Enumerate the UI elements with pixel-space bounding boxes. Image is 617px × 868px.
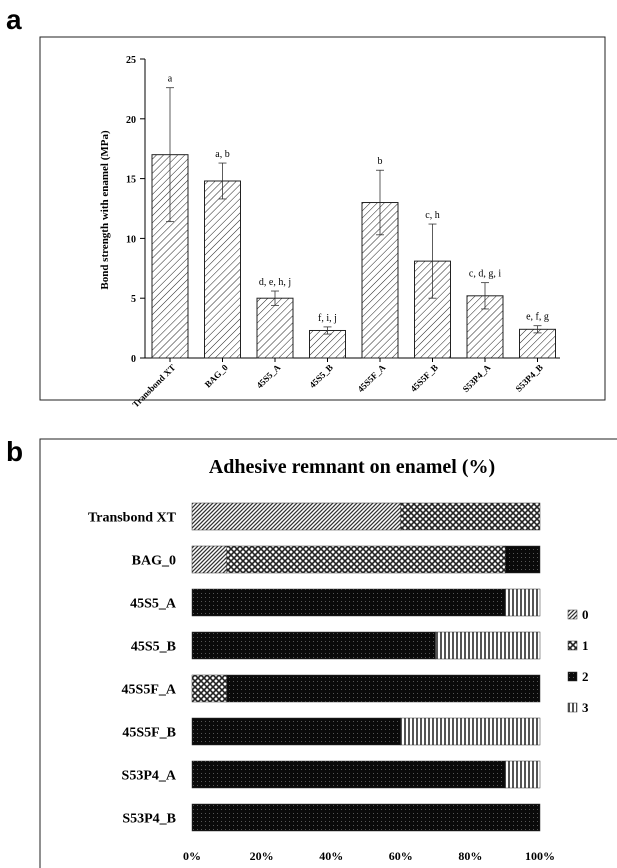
significance-letter: f, i, j xyxy=(318,313,337,324)
bar-segment xyxy=(191,717,402,746)
panel-b-letter: b xyxy=(6,436,24,467)
significance-letter: d, e, h, j xyxy=(259,277,291,288)
x-tick-label: 45S5F_B xyxy=(408,362,439,393)
x-tick-label: 20% xyxy=(250,849,274,863)
x-tick-label: 45S5_A xyxy=(254,362,282,390)
x-tick-label: 45S5_B xyxy=(307,362,335,390)
bar-segment xyxy=(400,717,541,746)
significance-letter: a xyxy=(168,74,173,85)
x-tick-label: BAG_0 xyxy=(203,362,231,390)
row-label: 45S5F_B xyxy=(122,726,176,741)
bond-strength-chart: Bond strength with enamel (MPa) 0 5 10 15 20… xyxy=(99,55,560,409)
y-tick-label: 10 xyxy=(126,234,136,245)
bar-segment xyxy=(504,545,541,574)
bar-segment xyxy=(191,631,436,660)
legend-swatch xyxy=(567,702,578,713)
legend-swatch xyxy=(567,640,578,651)
x-tick-label: 100% xyxy=(525,849,555,863)
adhesive-remnant-chart: Adhesive remnant on enamel (%) Transbond… xyxy=(88,456,589,863)
y-tick-label: 5 xyxy=(131,294,136,305)
x-tick-label: S53P4_A xyxy=(461,362,493,394)
significance-letter: a, b xyxy=(215,149,229,160)
legend-label: 1 xyxy=(582,638,589,653)
significance-letter: e, f, g xyxy=(526,312,549,323)
y-axis-label: Bond strength with enamel (MPa) xyxy=(99,130,111,290)
panel-a-letter: a xyxy=(6,4,22,35)
x-tick-label: Transbond XT xyxy=(130,362,177,409)
x-tick-label: 45S5F_A xyxy=(356,362,388,394)
bar-segment xyxy=(400,502,541,531)
significance-letter: c, h xyxy=(425,210,439,221)
bar xyxy=(204,180,241,359)
legend-swatch xyxy=(567,671,578,682)
bar-segment xyxy=(191,803,541,832)
panel-b-frame xyxy=(39,438,617,868)
row-label: 45S5_A xyxy=(130,597,177,612)
legend-label: 0 xyxy=(582,607,589,622)
bar-segment xyxy=(191,674,228,703)
bar-segment xyxy=(191,588,506,617)
x-tick-label: 60% xyxy=(389,849,413,863)
legend-label: 2 xyxy=(582,669,589,684)
row-label: Transbond XT xyxy=(88,511,177,526)
bar-segment xyxy=(191,545,228,574)
y-tick-label: 15 xyxy=(126,175,136,186)
bar-segment xyxy=(435,631,541,660)
y-tick-label: 0 xyxy=(131,354,136,365)
bar xyxy=(361,202,399,359)
y-tick-label: 20 xyxy=(126,115,136,126)
bar-segment xyxy=(191,760,506,789)
row-label: S53P4_B xyxy=(122,812,176,827)
legend: 0 1 2 3 xyxy=(567,607,589,715)
x-tick-label: 40% xyxy=(319,849,343,863)
legend-swatch xyxy=(567,609,578,620)
bar-segment xyxy=(191,502,402,531)
bar-segment xyxy=(504,588,541,617)
chart-b-title: Adhesive remnant on enamel (%) xyxy=(209,456,495,478)
x-tick-label: 80% xyxy=(458,849,482,863)
bar-segment xyxy=(226,674,541,703)
row-label: BAG_0 xyxy=(132,554,176,569)
x-tick-label: 0% xyxy=(183,849,201,863)
bar xyxy=(519,328,556,359)
significance-letter: c, d, g, i xyxy=(469,269,501,280)
x-tick-label: S53P4_B xyxy=(513,362,544,393)
significance-letter: b xyxy=(378,156,383,167)
bar xyxy=(309,329,346,359)
y-tick-label: 25 xyxy=(126,55,136,66)
bar xyxy=(256,297,294,359)
panel-a-frame xyxy=(39,36,606,401)
row-label: S53P4_A xyxy=(122,769,177,784)
bar-segment xyxy=(504,760,541,789)
legend-label: 3 xyxy=(582,700,589,715)
row-label: 45S5F_A xyxy=(122,683,177,698)
row-label: 45S5_B xyxy=(131,640,176,655)
bar-segment xyxy=(226,545,506,574)
